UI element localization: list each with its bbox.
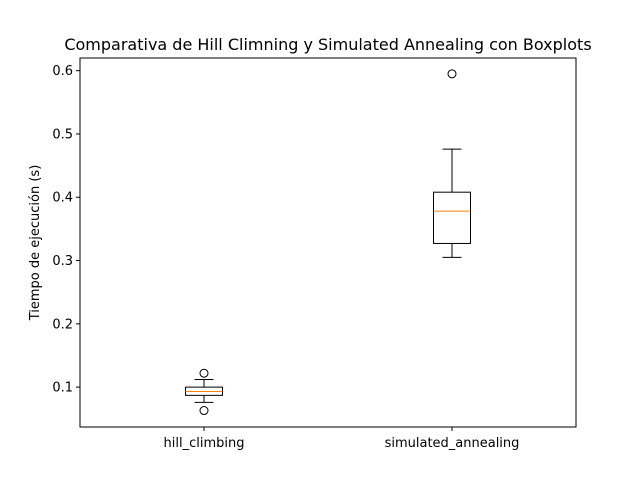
- y-tick-label: 0.1: [52, 381, 73, 396]
- y-tick-label: 0.3: [52, 254, 73, 269]
- outlier-point: [199, 406, 209, 416]
- x-tick-label: simulated_annealing: [385, 436, 520, 451]
- outlier-point: [199, 368, 209, 378]
- outlier-point: [447, 69, 457, 79]
- y-tick-label: 0.5: [52, 127, 73, 142]
- chart-title: Comparativa de Hill Climning y Simulated…: [64, 35, 591, 54]
- x-tick-label: hill_climbing: [164, 436, 245, 451]
- plot-area: 0.1 0.2 0.3 0.4 0.5 0.6 hill_climbing simulated…: [52, 64, 519, 451]
- y-tick-label: 0.2: [52, 317, 73, 332]
- y-tick-label: 0.4: [52, 191, 73, 206]
- iqr-box: [433, 191, 471, 244]
- y-axis-label: Tiempo de ejecución (s): [28, 165, 43, 322]
- y-tick-label: 0.6: [52, 64, 73, 79]
- axes-frame: [79, 57, 577, 428]
